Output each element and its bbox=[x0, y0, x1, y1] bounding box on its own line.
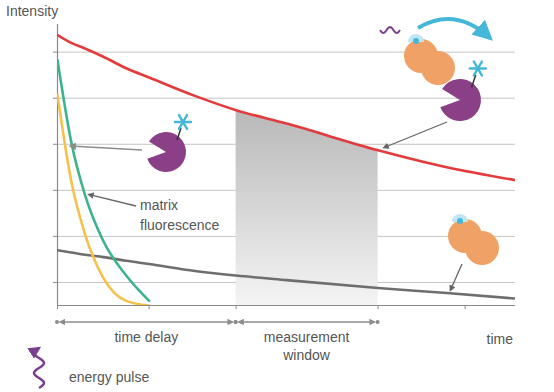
svg-text:matrix: matrix bbox=[140, 197, 178, 213]
svg-text:time: time bbox=[487, 331, 514, 347]
svg-text:time delay: time delay bbox=[114, 329, 178, 345]
svg-text:measurement: measurement bbox=[264, 329, 350, 345]
svg-text:window: window bbox=[282, 347, 331, 363]
svg-text:Intensity: Intensity bbox=[6, 3, 58, 19]
svg-text:fluorescence: fluorescence bbox=[140, 217, 220, 233]
svg-text:energy pulse: energy pulse bbox=[69, 369, 149, 385]
